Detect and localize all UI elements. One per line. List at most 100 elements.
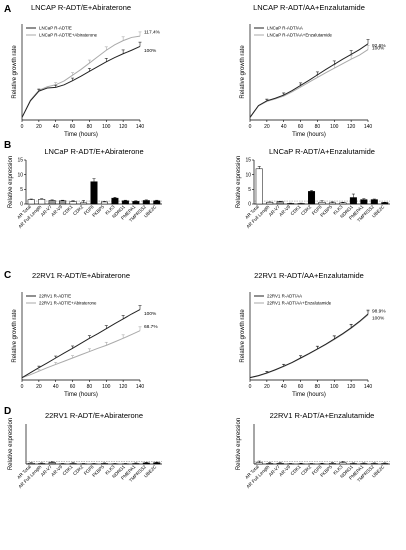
x-axis-label: Time (hours) <box>64 132 98 138</box>
y-axis-label: Relative growth rate <box>240 45 246 99</box>
x-tick-label: 100 <box>102 124 111 130</box>
x-tick-label: 80 <box>315 384 321 390</box>
x-tick-label: 100 <box>330 124 339 130</box>
chart-title: 22RV1 R-ADT/AA+Enzalutamide <box>254 271 364 280</box>
series-end-label: 98.9% <box>372 308 386 314</box>
chart-a1: LNCAP R-ADT/E+Abiraterone 0 20 40 60 80 100 120… <box>12 3 161 138</box>
x-tick-label: 0 <box>249 124 252 130</box>
bar-ar-total <box>255 462 263 465</box>
y-tick-label: 5 <box>248 187 251 193</box>
x-tick-label: 0 <box>21 384 24 390</box>
x-tick-label: 100 <box>102 384 111 390</box>
bar-ube2c <box>381 463 389 465</box>
x-tick-label: 80 <box>87 124 93 130</box>
bar-ar-v9 <box>59 200 67 205</box>
bar-klk3 <box>111 197 119 205</box>
chart-title: LNCAP R-ADT/AA+Enzalutamide <box>253 3 365 12</box>
y-tick-label: 0 <box>248 202 251 208</box>
x-axis-label: Time (hours) <box>292 132 326 138</box>
chart-title: LNCAP R-ADT/E+Abiraterone <box>31 3 131 12</box>
chart-b1: LNCaP R-ADT/E+Abiraterone 0 5 10 15Relative … <box>8 147 162 229</box>
series-line-lncap-r-adt-aa <box>249 43 369 118</box>
bar-ar-v7 <box>276 462 284 465</box>
legend-entry: 22RV1 R-ADT/E <box>39 294 71 299</box>
category-label: CDK2 <box>300 204 313 217</box>
y-axis-label: Relative growth rate <box>12 45 18 99</box>
bar-ar-total <box>255 168 263 205</box>
series-line-22rv1-r-adt-e <box>21 309 141 379</box>
bar-ar-v7 <box>276 201 284 205</box>
category-label: KLK3 <box>104 464 116 476</box>
legend-entry: LNCaP R-ADT/AA <box>267 26 303 31</box>
category-label: AR-V9 <box>278 204 291 217</box>
bar-ube2c <box>153 462 161 465</box>
bar-cdk2 <box>80 202 88 205</box>
x-tick-label: 80 <box>87 384 93 390</box>
chart-title: 22RV1 R-ADT/E+Abiraterone <box>32 271 130 280</box>
chart-a2: LNCAP R-ADT/AA+Enzalutamide 0 20 40 60 80 100 1… <box>240 3 386 138</box>
category-label: CDK1 <box>290 204 303 217</box>
series-line-lncap-r-adt-e-abiraterone <box>21 35 141 118</box>
legend-entry: 22RV1 R-ADT/E+Abiraterone <box>39 301 97 306</box>
category-label: UBE2C <box>371 464 386 479</box>
category-label: FKBP5 <box>319 464 333 478</box>
y-tick-label: 15 <box>245 158 251 164</box>
series-end-label: 117.4% <box>144 30 161 36</box>
x-tick-label: 0 <box>21 124 24 130</box>
x-tick-label: 60 <box>70 124 76 130</box>
bar-pmepa1 <box>360 463 368 465</box>
legend-entry: LNCaP R-ADT/AA+Enzalutamide <box>267 33 333 38</box>
bar-ar-v7 <box>48 200 56 205</box>
chart-d1: 22RV1 R-ADT/E+Abiraterone Relative expres… <box>8 411 162 489</box>
charts-layer: LNCAP R-ADT/E+Abiraterone 0 20 40 60 80 100 120… <box>8 3 390 489</box>
y-tick-label: 0 <box>20 202 23 208</box>
bar-ar-full-length <box>38 463 46 465</box>
chart-title: 22RV1 R-ADT/A+Enzalutamide <box>270 411 375 420</box>
x-tick-label: 40 <box>281 124 287 130</box>
y-axis-label: Relative expression <box>8 418 14 470</box>
chart-c2: 22RV1 R-ADT/AA+Enzalutamide 0 20 40 60 80 100 1… <box>240 271 386 398</box>
x-tick-label: 100 <box>330 384 339 390</box>
bar-tmprss2 <box>142 200 150 205</box>
bar-fkbp5 <box>100 463 108 465</box>
bar-ar-full-length <box>38 199 46 205</box>
y-tick-label: 5 <box>20 187 23 193</box>
category-label: CDK1 <box>62 464 75 477</box>
legend-entry: 22RV1 R-ADT/AA+Enzalutamide <box>267 301 332 306</box>
category-label: KLK3 <box>332 464 344 476</box>
x-tick-label: 140 <box>136 124 145 130</box>
x-tick-label: 60 <box>70 384 76 390</box>
x-tick-label: 60 <box>298 124 304 130</box>
bar-fkbp5 <box>100 201 108 205</box>
bar-ube2c <box>153 200 161 205</box>
x-tick-label: 40 <box>281 384 287 390</box>
bar-ar-v7 <box>48 462 56 465</box>
bar-fgf8 <box>318 201 326 205</box>
chart-c1: 22RV1 R-ADT/E+Abiraterone 0 20 40 60 80 100 120… <box>12 271 158 398</box>
series-end-label: 92.6% <box>372 43 386 49</box>
bar-ar-full-length <box>266 201 274 205</box>
series-line-22rv1-r-adt-aa <box>249 313 369 379</box>
x-tick-label: 0 <box>249 384 252 390</box>
category-label: UBE2C <box>143 464 158 479</box>
panel-letter-c: C <box>4 270 11 281</box>
legend-entry: 22RV1 R-ADT/AA <box>267 294 302 299</box>
series-line-22rv1-r-adt-e-abiraterone <box>21 330 141 379</box>
category-label: AR-V9 <box>278 464 291 477</box>
x-tick-label: 20 <box>36 124 42 130</box>
y-axis-label: Relative expression <box>236 156 242 208</box>
category-label: CDK1 <box>290 464 303 477</box>
category-label: AR-V9 <box>50 204 63 217</box>
bar-fkbp5 <box>328 463 336 465</box>
category-label: FKBP5 <box>319 204 333 218</box>
series-end-label: 68.7% <box>144 324 158 330</box>
x-tick-label: 120 <box>119 384 128 390</box>
bar-ar-total <box>27 462 35 465</box>
bar-cdk2 <box>308 191 316 205</box>
bar-klk3 <box>339 462 347 465</box>
bar-ar-full-length <box>266 463 274 465</box>
bar-pmepa1 <box>132 463 140 465</box>
bar-ndrg1 <box>349 463 357 465</box>
x-tick-label: 40 <box>53 124 59 130</box>
